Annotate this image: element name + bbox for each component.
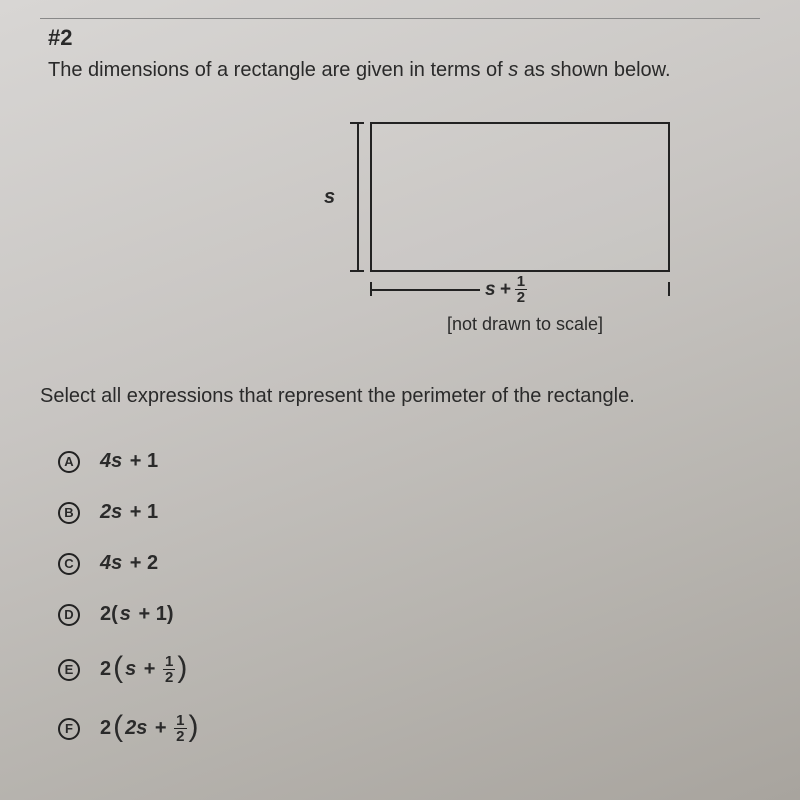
choice-letter: A <box>58 451 80 473</box>
choice-letter: C <box>58 553 80 575</box>
choice-c[interactable]: C 4s + 2 <box>58 552 760 575</box>
choice-expression: 2(s + 1) <box>100 603 174 626</box>
figure: s s + 1 2 [not drawn to scale] <box>240 122 760 335</box>
choice-letter: D <box>58 604 80 626</box>
choice-expression: 4s + 1 <box>100 450 158 473</box>
width-label: s + 1 2 <box>485 274 527 305</box>
instruction: Select all expressions that represent th… <box>40 385 760 408</box>
choice-letter: B <box>58 502 80 524</box>
choice-expression: 4s + 2 <box>100 552 158 575</box>
question-prompt: The dimensions of a rectangle are given … <box>48 59 760 82</box>
answer-choices: A 4s + 1 B 2s + 1 C 4s + 2 D 2(s + 1) E … <box>58 450 760 744</box>
scale-note: [not drawn to scale] <box>447 314 603 335</box>
choice-b[interactable]: B 2s + 1 <box>58 501 760 524</box>
choice-letter: F <box>58 718 80 740</box>
choice-e[interactable]: E 2(s + 12 ) <box>58 654 760 685</box>
rectangle <box>370 122 670 272</box>
choice-d[interactable]: D 2(s + 1) <box>58 603 760 626</box>
choice-a[interactable]: A 4s + 1 <box>58 450 760 473</box>
choice-expression: 2(2s + 12 ) <box>100 713 199 744</box>
choice-f[interactable]: F 2(2s + 12 ) <box>58 713 760 744</box>
choice-expression: 2(s + 12 ) <box>100 654 187 685</box>
choice-letter: E <box>58 659 80 681</box>
height-label: s <box>324 186 335 209</box>
choice-expression: 2s + 1 <box>100 501 158 524</box>
height-bracket <box>350 122 364 272</box>
question-number: #2 <box>48 25 760 51</box>
